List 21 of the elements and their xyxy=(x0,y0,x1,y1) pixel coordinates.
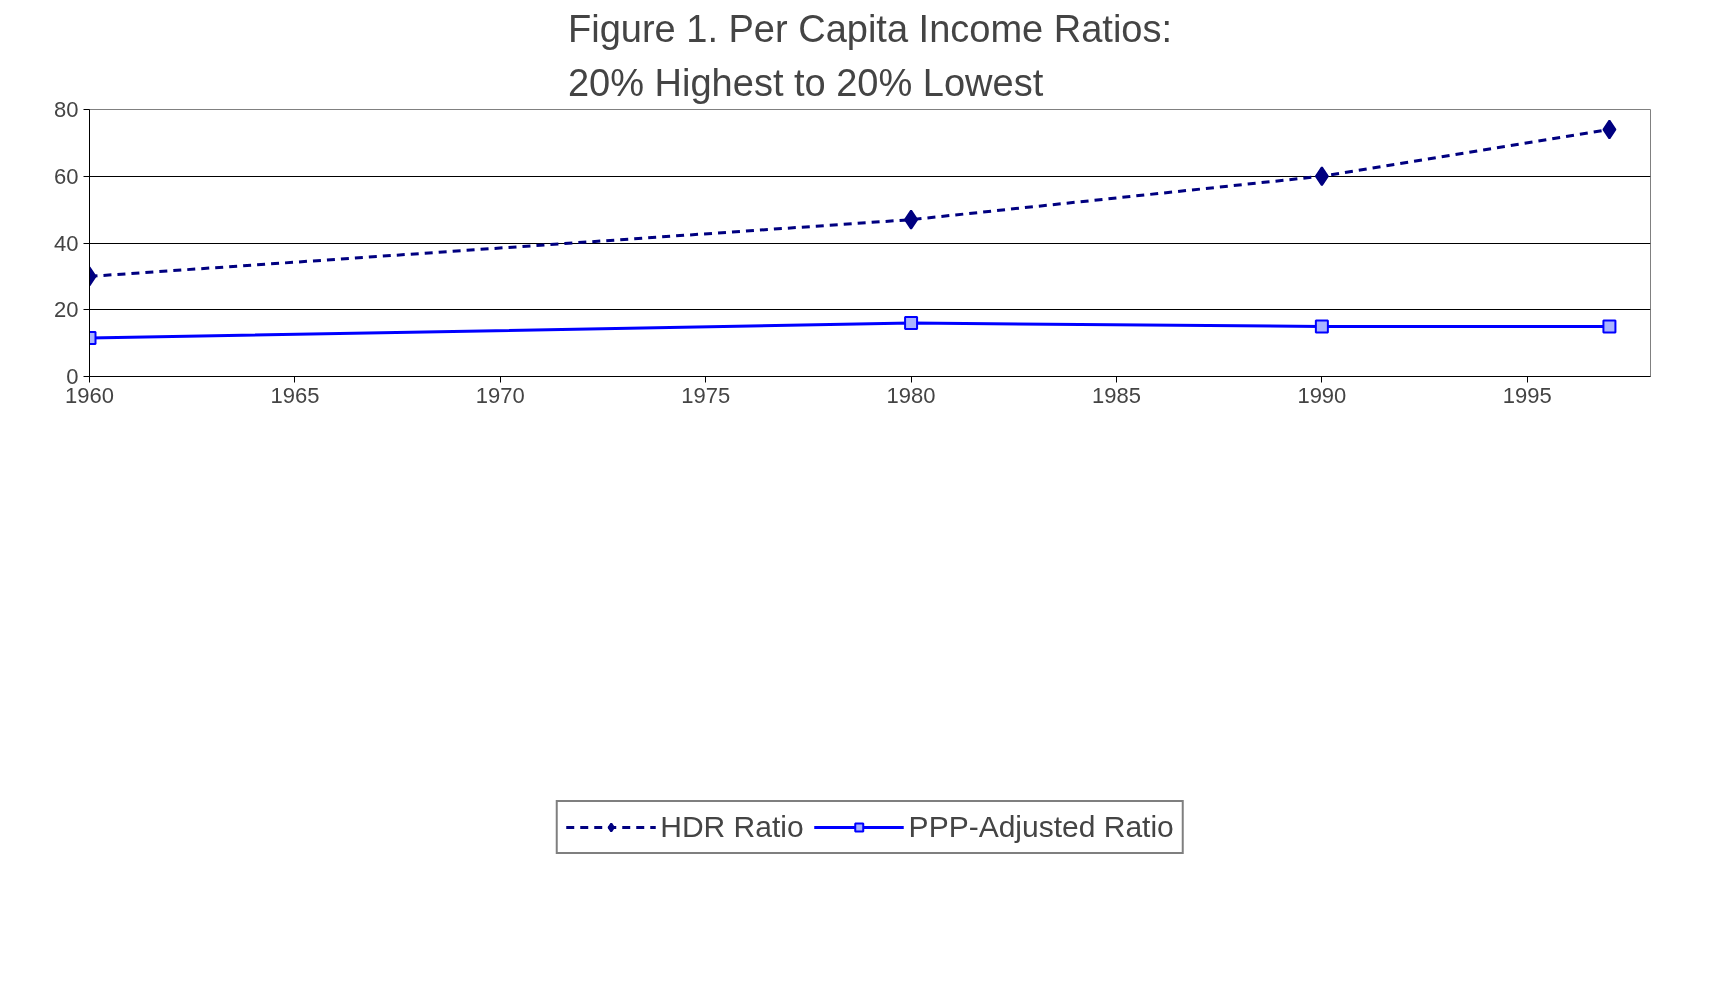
y-tick-label: 40 xyxy=(54,230,79,256)
x-tick-label: 1985 xyxy=(1092,382,1141,408)
point xyxy=(1602,319,1617,334)
legend-label: HDR Ratio xyxy=(660,809,804,844)
y-tick-label: 20 xyxy=(54,297,79,323)
y-tick-label: 80 xyxy=(54,97,79,122)
legend-label: PPP-Adjusted Ratio xyxy=(908,809,1174,844)
x-tick-label: 1970 xyxy=(475,382,525,408)
point xyxy=(1314,166,1329,187)
x-tick-label: 1990 xyxy=(1297,382,1347,408)
x-tick-label: 1975 xyxy=(681,382,731,408)
x-tick-label: 1995 xyxy=(1502,382,1552,408)
point xyxy=(1314,319,1329,334)
x-tick-label: 1980 xyxy=(886,382,936,408)
y-tick-label: 0 xyxy=(66,364,79,389)
chart-title: Figure 1. Per Capita Income Ratios: 20% Highest to 20% Lowest xyxy=(567,7,1173,105)
y-tick-label: 60 xyxy=(54,163,79,189)
point xyxy=(904,316,919,331)
point xyxy=(904,209,919,230)
point xyxy=(1602,119,1617,140)
x-tick-label: 1965 xyxy=(270,382,320,408)
